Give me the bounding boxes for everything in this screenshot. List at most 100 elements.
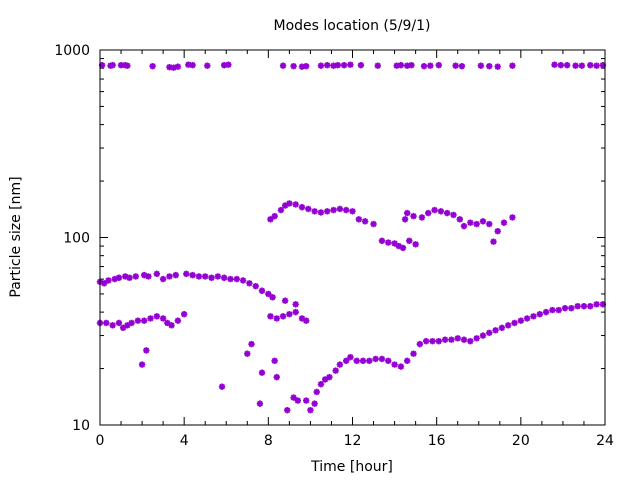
- data-point: [456, 216, 464, 223]
- data-point: [505, 322, 512, 329]
- data-point: [418, 214, 426, 221]
- data-point: [353, 357, 360, 364]
- data-point: [460, 336, 468, 343]
- data-point: [298, 63, 306, 70]
- data-point: [366, 357, 373, 364]
- data-point: [490, 238, 497, 245]
- data-point: [170, 64, 177, 71]
- data-point: [303, 317, 310, 324]
- data-point: [202, 273, 209, 280]
- data-point: [332, 367, 339, 374]
- data-point: [467, 219, 474, 226]
- data-point: [347, 353, 354, 361]
- axis-ticks: [99, 49, 606, 426]
- data-point: [273, 373, 280, 381]
- data-point: [397, 61, 405, 69]
- data-point: [486, 329, 493, 337]
- data-point: [494, 63, 501, 70]
- data-point: [443, 209, 451, 217]
- data-point: [126, 274, 133, 281]
- data-point: [551, 61, 558, 68]
- data-point: [486, 220, 493, 228]
- x-tick-label: 24: [596, 433, 614, 449]
- data-point: [422, 337, 430, 345]
- data-point: [143, 347, 150, 354]
- data-point: [281, 202, 289, 209]
- data-point: [448, 336, 455, 343]
- data-point: [128, 319, 135, 327]
- x-axis-label: Time [hour]: [310, 459, 393, 475]
- data-point: [303, 397, 310, 404]
- x-tick-label: 12: [344, 433, 362, 449]
- data-point: [105, 277, 112, 284]
- data-point: [311, 208, 318, 215]
- data-point: [286, 310, 293, 318]
- data-point: [286, 200, 293, 207]
- data-point: [290, 62, 297, 70]
- data-point: [498, 324, 506, 331]
- data-point: [292, 201, 299, 208]
- data-point: [277, 206, 285, 214]
- data-point: [492, 327, 499, 334]
- data-point: [258, 369, 266, 376]
- data-point: [580, 303, 588, 310]
- data-point: [180, 310, 188, 318]
- data-point: [244, 350, 251, 357]
- data-point: [473, 335, 480, 342]
- data-point: [292, 308, 299, 316]
- data-point: [385, 357, 392, 364]
- data-point: [307, 406, 314, 414]
- data-point: [467, 337, 474, 345]
- data-point: [385, 239, 392, 246]
- data-point: [378, 355, 386, 363]
- data-point: [416, 340, 424, 348]
- data-point: [342, 206, 350, 214]
- data-point: [574, 303, 581, 310]
- data-point: [252, 282, 259, 290]
- data-point: [355, 216, 363, 223]
- data-point: [153, 270, 161, 278]
- data-point: [189, 271, 196, 279]
- data-point: [174, 63, 182, 70]
- data-point: [511, 319, 518, 327]
- data-point: [317, 62, 325, 69]
- data-point: [420, 62, 428, 70]
- data-point: [292, 301, 299, 308]
- data-point: [587, 303, 594, 310]
- data-point: [406, 237, 413, 245]
- data-point: [429, 337, 436, 345]
- data-point: [454, 335, 461, 342]
- data-point: [124, 62, 131, 69]
- data-point: [374, 62, 381, 69]
- data-point: [361, 218, 369, 225]
- data-point: [159, 275, 167, 283]
- data-point: [115, 319, 123, 327]
- data-points: [96, 61, 607, 414]
- data-point: [340, 61, 348, 69]
- data-point: [311, 400, 318, 407]
- data-point: [561, 304, 569, 312]
- data-point: [279, 62, 287, 69]
- data-point: [103, 319, 110, 327]
- data-point: [517, 317, 525, 324]
- data-point: [281, 297, 289, 304]
- data-point: [410, 212, 417, 220]
- data-point: [122, 273, 129, 280]
- data-point: [452, 62, 459, 69]
- data-point: [523, 315, 531, 322]
- data-point: [265, 290, 272, 298]
- data-point: [359, 357, 367, 364]
- data-point: [166, 273, 173, 280]
- data-point: [267, 313, 274, 320]
- data-point: [568, 304, 575, 312]
- data-point: [220, 274, 228, 281]
- data-point: [153, 313, 161, 320]
- data-point: [393, 62, 400, 69]
- data-point: [214, 273, 222, 280]
- data-point: [460, 222, 468, 230]
- data-point: [256, 400, 264, 407]
- plot-frame: [99, 49, 606, 426]
- data-point: [542, 308, 550, 316]
- data-point: [404, 357, 411, 364]
- data-point: [324, 208, 331, 215]
